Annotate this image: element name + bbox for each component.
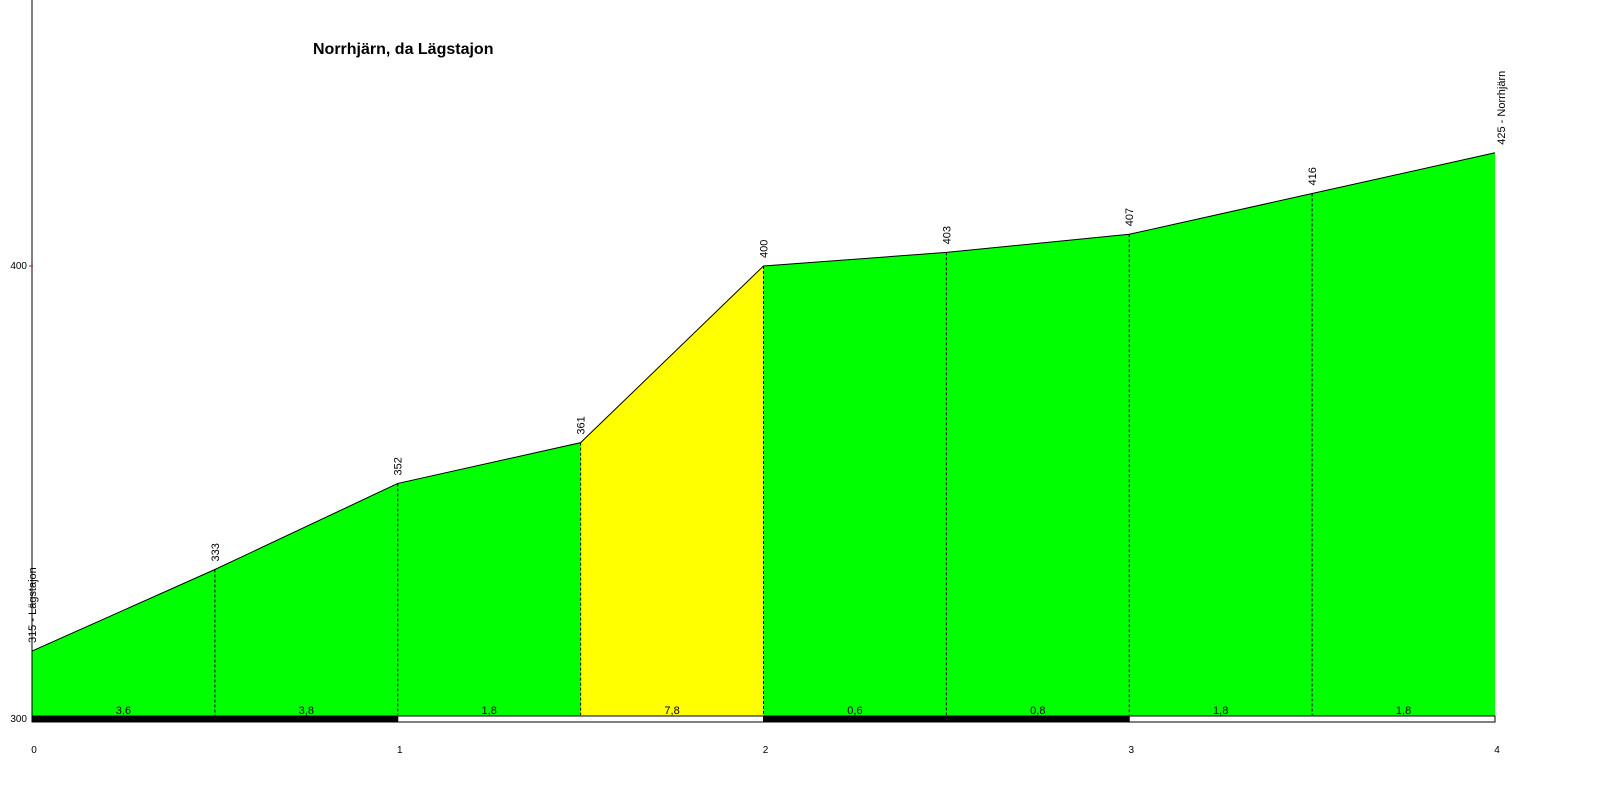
x-tick-label-0: 0 <box>31 745 37 756</box>
y-tick-label-400: 400 <box>10 261 27 272</box>
segment-fill-0 <box>32 569 215 719</box>
grade-label-6: 1,8 <box>1213 705 1228 717</box>
grade-label-0: 3,6 <box>116 705 131 717</box>
km-bar-1 <box>397 715 764 723</box>
elevation-label-2: 352 <box>393 457 405 475</box>
segment-fill-4 <box>763 252 947 719</box>
grade-label-7: 1,8 <box>1396 705 1411 717</box>
chart-title: Norrhjärn, da Lägstajon <box>313 41 493 58</box>
grade-label-2: 1,8 <box>482 705 497 717</box>
y-tick-label-300: 300 <box>10 714 27 725</box>
segment-fill-2 <box>397 442 581 719</box>
segment-fill-1 <box>214 483 398 719</box>
elevation-label-0: 315 - Lägstajon <box>27 567 39 643</box>
profile-line <box>31 152 1496 652</box>
elevation-label-6: 407 <box>1124 208 1136 226</box>
x-tick-label-2: 2 <box>763 745 769 756</box>
labels-layer: 3,6 3,8 1,8 7,8 0,6 0,8 1,8 1,8 315 - Lägstajon 3… <box>27 71 1508 717</box>
grade-label-1: 3,8 <box>299 705 314 717</box>
segments-layer <box>32 152 1495 720</box>
x-tick-label-4: 4 <box>1494 745 1500 756</box>
elevation-label-3: 361 <box>576 416 588 434</box>
grade-label-5: 0,8 <box>1030 705 1045 717</box>
x-tick-label-3: 3 <box>1128 745 1134 756</box>
grade-label-4: 0,6 <box>847 705 862 717</box>
segment-fill-6 <box>1129 193 1313 719</box>
km-bar-0 <box>31 715 399 723</box>
dividers-layer <box>214 193 1313 715</box>
elevation-label-4: 400 <box>759 240 771 258</box>
grade-label-3: 7,8 <box>664 705 679 717</box>
axes-layer: 300 400 0 1 2 3 4 <box>10 0 1500 756</box>
profile-layer <box>31 152 1496 652</box>
segment-fill-5 <box>946 234 1130 720</box>
elevation-label-1: 333 <box>210 543 222 561</box>
km-bar-2 <box>763 715 1130 723</box>
segment-fill-3 <box>580 266 764 719</box>
x-tick-label-1: 1 <box>397 745 403 756</box>
km-bar-3 <box>1128 715 1496 723</box>
elevation-label-7: 416 <box>1307 167 1319 185</box>
elevation-label-5: 403 <box>941 226 953 244</box>
elevation-label-8: 425 - Norrhjärn <box>1496 71 1508 145</box>
segment-fill-7 <box>1312 152 1495 719</box>
